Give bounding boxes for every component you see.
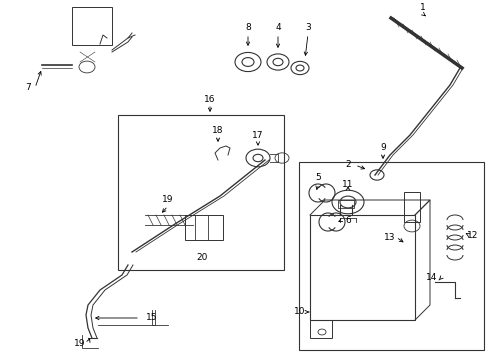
Text: 12: 12 xyxy=(467,230,478,239)
Text: 14: 14 xyxy=(426,274,437,283)
Bar xyxy=(298,162,483,350)
Text: 13: 13 xyxy=(384,233,395,242)
Bar xyxy=(309,215,414,320)
Bar xyxy=(118,115,284,270)
Text: 5: 5 xyxy=(314,174,320,183)
Text: 20: 20 xyxy=(196,253,207,262)
Text: 17: 17 xyxy=(252,130,263,139)
Text: 9: 9 xyxy=(379,144,385,153)
Text: 15: 15 xyxy=(146,314,158,323)
Text: 11: 11 xyxy=(342,180,353,189)
Text: 16: 16 xyxy=(204,95,215,104)
Text: 3: 3 xyxy=(305,23,310,32)
Text: 19: 19 xyxy=(162,195,173,204)
Text: 6: 6 xyxy=(345,216,350,225)
Text: 19: 19 xyxy=(74,338,85,347)
Bar xyxy=(337,200,353,208)
Bar xyxy=(309,320,331,338)
Text: 8: 8 xyxy=(244,23,250,32)
Text: 2: 2 xyxy=(345,161,350,170)
Bar xyxy=(403,192,419,222)
Text: 4: 4 xyxy=(275,23,280,32)
Bar xyxy=(184,215,223,240)
Text: 7: 7 xyxy=(25,84,31,93)
Text: 18: 18 xyxy=(212,126,224,135)
Text: 10: 10 xyxy=(294,307,305,316)
Bar xyxy=(72,7,112,45)
Text: 1: 1 xyxy=(419,4,425,13)
